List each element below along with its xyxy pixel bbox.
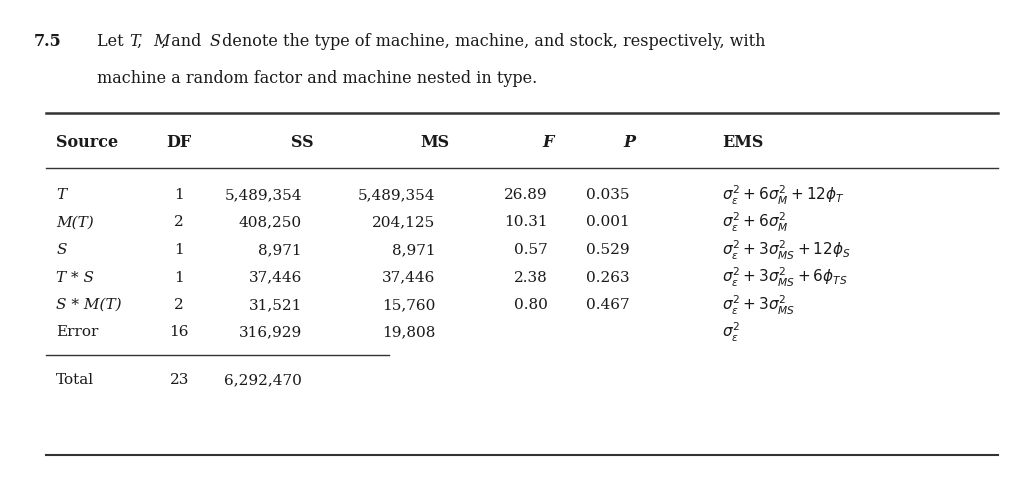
- Text: 1: 1: [174, 270, 184, 284]
- Text: 5,489,354: 5,489,354: [357, 188, 435, 202]
- Text: 0.001: 0.001: [586, 216, 630, 230]
- Text: Source: Source: [56, 134, 119, 151]
- Text: machine a random factor and machine nested in type.: machine a random factor and machine nest…: [97, 70, 538, 87]
- Text: Let: Let: [97, 32, 129, 50]
- Text: 23: 23: [170, 373, 188, 387]
- Text: 0.035: 0.035: [587, 188, 630, 202]
- Text: 204,125: 204,125: [372, 216, 435, 230]
- Text: 7.5: 7.5: [34, 32, 61, 50]
- Text: M: M: [154, 32, 170, 50]
- Text: T: T: [129, 32, 140, 50]
- Text: T * S: T * S: [56, 270, 94, 284]
- Text: 1: 1: [174, 188, 184, 202]
- Text: 10.31: 10.31: [504, 216, 548, 230]
- Text: Total: Total: [56, 373, 94, 387]
- Text: 2: 2: [174, 298, 184, 312]
- Text: 408,250: 408,250: [239, 216, 302, 230]
- Text: 0.80: 0.80: [514, 298, 548, 312]
- Text: 6,292,470: 6,292,470: [224, 373, 302, 387]
- Text: $\sigma_\varepsilon^2 + 3\sigma_{MS}^2 + 6\phi_{TS}$: $\sigma_\varepsilon^2 + 3\sigma_{MS}^2 +…: [722, 266, 848, 289]
- Text: , and: , and: [161, 32, 207, 50]
- Text: ,: ,: [137, 32, 147, 50]
- Text: 19,808: 19,808: [382, 326, 435, 340]
- Text: T: T: [56, 188, 67, 202]
- Text: S: S: [209, 32, 220, 50]
- Text: 0.57: 0.57: [514, 243, 548, 257]
- Text: 37,446: 37,446: [249, 270, 302, 284]
- Text: denote the type of machine, machine, and stock, respectively, with: denote the type of machine, machine, and…: [217, 32, 766, 50]
- Text: Error: Error: [56, 326, 98, 340]
- Text: 2.38: 2.38: [514, 270, 548, 284]
- Text: EMS: EMS: [722, 134, 763, 151]
- Text: 2: 2: [174, 216, 184, 230]
- Text: MS: MS: [421, 134, 450, 151]
- Text: $\sigma_\varepsilon^2 + 6\sigma_M^2 + 12\phi_T$: $\sigma_\varepsilon^2 + 6\sigma_M^2 + 12…: [722, 184, 845, 206]
- Text: F: F: [542, 134, 554, 151]
- Text: 31,521: 31,521: [249, 298, 302, 312]
- Text: 0.467: 0.467: [586, 298, 630, 312]
- Text: $\sigma_\varepsilon^2 + 3\sigma_{MS}^2 + 12\phi_S$: $\sigma_\varepsilon^2 + 3\sigma_{MS}^2 +…: [722, 238, 851, 262]
- Text: 0.263: 0.263: [586, 270, 630, 284]
- Text: M(T): M(T): [56, 216, 94, 230]
- Text: S: S: [56, 243, 67, 257]
- Text: 5,489,354: 5,489,354: [224, 188, 302, 202]
- Text: 1: 1: [174, 243, 184, 257]
- Text: $\sigma_\varepsilon^2 + 3\sigma_{MS}^2$: $\sigma_\varepsilon^2 + 3\sigma_{MS}^2$: [722, 294, 796, 316]
- Text: 16: 16: [169, 326, 189, 340]
- Text: 8,971: 8,971: [391, 243, 435, 257]
- Text: DF: DF: [167, 134, 191, 151]
- Text: 26.89: 26.89: [504, 188, 548, 202]
- Text: $\sigma_\varepsilon^2$: $\sigma_\varepsilon^2$: [722, 321, 740, 344]
- Text: 0.529: 0.529: [586, 243, 630, 257]
- Text: S * M(T): S * M(T): [56, 298, 122, 312]
- Text: 15,760: 15,760: [382, 298, 435, 312]
- Text: P: P: [624, 134, 636, 151]
- Text: 37,446: 37,446: [382, 270, 435, 284]
- Text: SS: SS: [291, 134, 313, 151]
- Text: $\sigma_\varepsilon^2 + 6\sigma_M^2$: $\sigma_\varepsilon^2 + 6\sigma_M^2$: [722, 211, 788, 234]
- Text: 316,929: 316,929: [239, 326, 302, 340]
- Text: 8,971: 8,971: [258, 243, 302, 257]
